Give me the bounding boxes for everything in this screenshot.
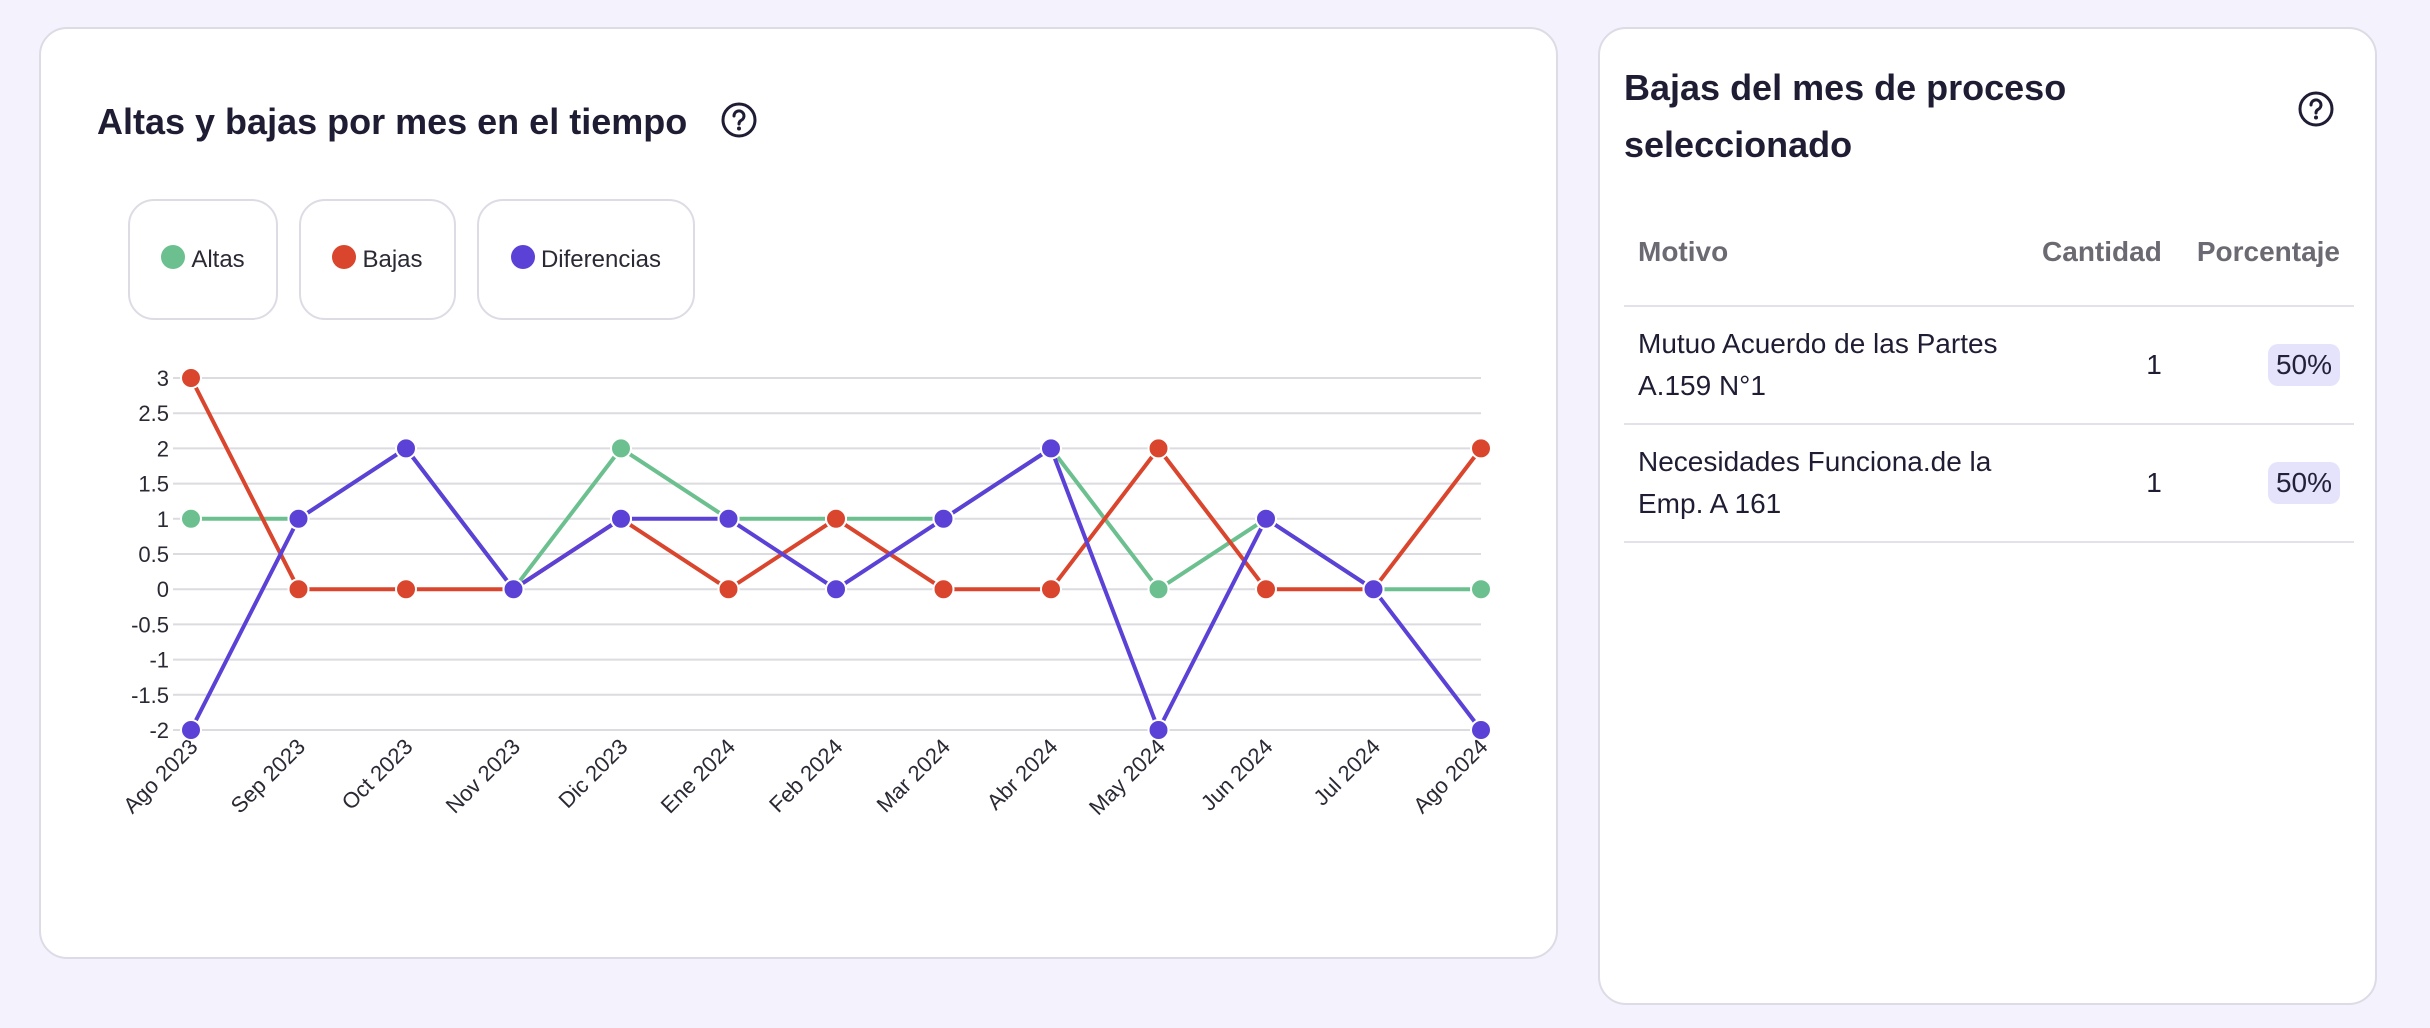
x-tick-label: Ene 2024 — [656, 734, 740, 818]
data-point-diferencias — [1255, 507, 1277, 530]
x-tick-label: Ago 2023 — [118, 734, 202, 818]
x-tick-label: Dic 2023 — [553, 734, 632, 813]
chart-card: Altas y bajas por mes en el tiempo Altas… — [39, 27, 1558, 959]
y-tick-label: 1.5 — [138, 472, 169, 497]
data-point-diferencias — [287, 507, 310, 530]
legend-toggle-diferencias[interactable]: Diferencias — [477, 199, 695, 320]
y-tick-label: 0.5 — [138, 542, 169, 567]
cell-porcentaje: 50% — [2175, 306, 2354, 425]
reasons-table: Motivo Cantidad Porcentaje Mutuo Acuerdo… — [1624, 199, 2354, 543]
data-point-bajas — [1147, 437, 1170, 460]
x-tick-label: May 2024 — [1084, 734, 1170, 820]
legend-toggle-bajas[interactable]: Bajas — [299, 199, 456, 320]
y-tick-label: 1 — [157, 507, 169, 532]
data-point-bajas — [717, 578, 740, 601]
cell-cantidad: 1 — [2022, 306, 2176, 425]
data-point-diferencias — [502, 578, 525, 601]
column-header-motivo[interactable]: Motivo — [1624, 199, 2022, 307]
table-row: Mutuo Acuerdo de las Partes A.159 N°1 1 … — [1624, 306, 2354, 425]
y-tick-label: 3 — [157, 366, 169, 391]
x-tick-label: Feb 2024 — [764, 734, 847, 817]
percentage-badge: 50% — [2267, 344, 2340, 386]
chart-title: Altas y bajas por mes en el tiempo — [97, 101, 688, 142]
data-point-diferencias — [395, 437, 417, 460]
table-header-row: Motivo Cantidad Porcentaje — [1624, 199, 2354, 307]
table-card: Bajas del mes de proceso seleccionado Mo… — [1598, 27, 2377, 1005]
data-point-bajas — [932, 578, 955, 601]
table-title: Bajas del mes de proceso seleccionado — [1624, 67, 2067, 165]
y-tick-label: -0.5 — [131, 612, 169, 637]
legend-label-altas: Altas — [191, 245, 245, 273]
data-point-bajas — [825, 507, 847, 530]
y-tick-label: -2 — [149, 718, 169, 743]
data-point-diferencias — [717, 507, 740, 530]
data-point-altas — [180, 507, 202, 530]
data-point-bajas — [180, 367, 202, 389]
question-circle-icon[interactable] — [720, 101, 758, 139]
data-point-altas — [1470, 578, 1492, 601]
y-tick-label: -1.5 — [131, 683, 169, 708]
data-point-diferencias — [1147, 719, 1170, 741]
data-point-diferencias — [1470, 719, 1492, 741]
data-point-bajas — [1470, 437, 1492, 460]
cell-motivo: Mutuo Acuerdo de las Partes A.159 N°1 — [1624, 306, 2022, 425]
legend-dot-altas — [161, 244, 186, 269]
x-tick-label: Nov 2023 — [441, 734, 525, 818]
legend-dot-diferencias — [510, 244, 535, 269]
x-tick-label: Mar 2024 — [872, 734, 955, 817]
legend-dot-bajas — [332, 244, 357, 269]
cell-cantidad: 1 — [2022, 424, 2176, 543]
data-point-diferencias — [1040, 437, 1062, 460]
data-point-diferencias — [932, 507, 955, 530]
x-tick-label: Ago 2024 — [1408, 734, 1492, 818]
data-point-bajas — [1255, 578, 1277, 601]
column-header-cantidad[interactable]: Cantidad — [2022, 199, 2176, 307]
y-tick-label: 2 — [157, 436, 169, 461]
x-tick-label: Abr 2024 — [982, 734, 1063, 815]
table-row: Necesidades Funciona.de la Emp. A 161 1 … — [1624, 424, 2354, 543]
data-point-altas — [1147, 578, 1170, 601]
y-tick-label: 0 — [157, 577, 169, 602]
y-tick-label: -1 — [149, 648, 169, 673]
data-point-diferencias — [825, 578, 847, 601]
data-point-altas — [610, 437, 632, 460]
data-point-bajas — [395, 578, 417, 601]
legend-label-diferencias: Diferencias — [540, 245, 662, 273]
data-point-diferencias — [180, 719, 202, 741]
data-point-diferencias — [610, 507, 632, 530]
cell-porcentaje: 50% — [2175, 424, 2354, 543]
question-circle-icon[interactable] — [2297, 90, 2335, 128]
column-header-porcentaje[interactable]: Porcentaje — [2175, 199, 2354, 307]
x-tick-label: Jun 2024 — [1196, 734, 1278, 816]
data-point-diferencias — [1362, 578, 1385, 601]
data-point-bajas — [1040, 578, 1062, 601]
data-point-bajas — [287, 578, 310, 601]
legend-label-bajas: Bajas — [362, 245, 423, 273]
x-tick-label: Sep 2023 — [226, 734, 310, 818]
x-tick-label: Oct 2023 — [337, 734, 418, 815]
percentage-badge: 50% — [2267, 462, 2340, 504]
x-tick-label: Jul 2024 — [1309, 734, 1386, 811]
legend-toggle-altas[interactable]: Altas — [128, 199, 278, 320]
cell-motivo: Necesidades Funciona.de la Emp. A 161 — [1624, 424, 2022, 543]
y-tick-label: 2.5 — [138, 401, 169, 426]
